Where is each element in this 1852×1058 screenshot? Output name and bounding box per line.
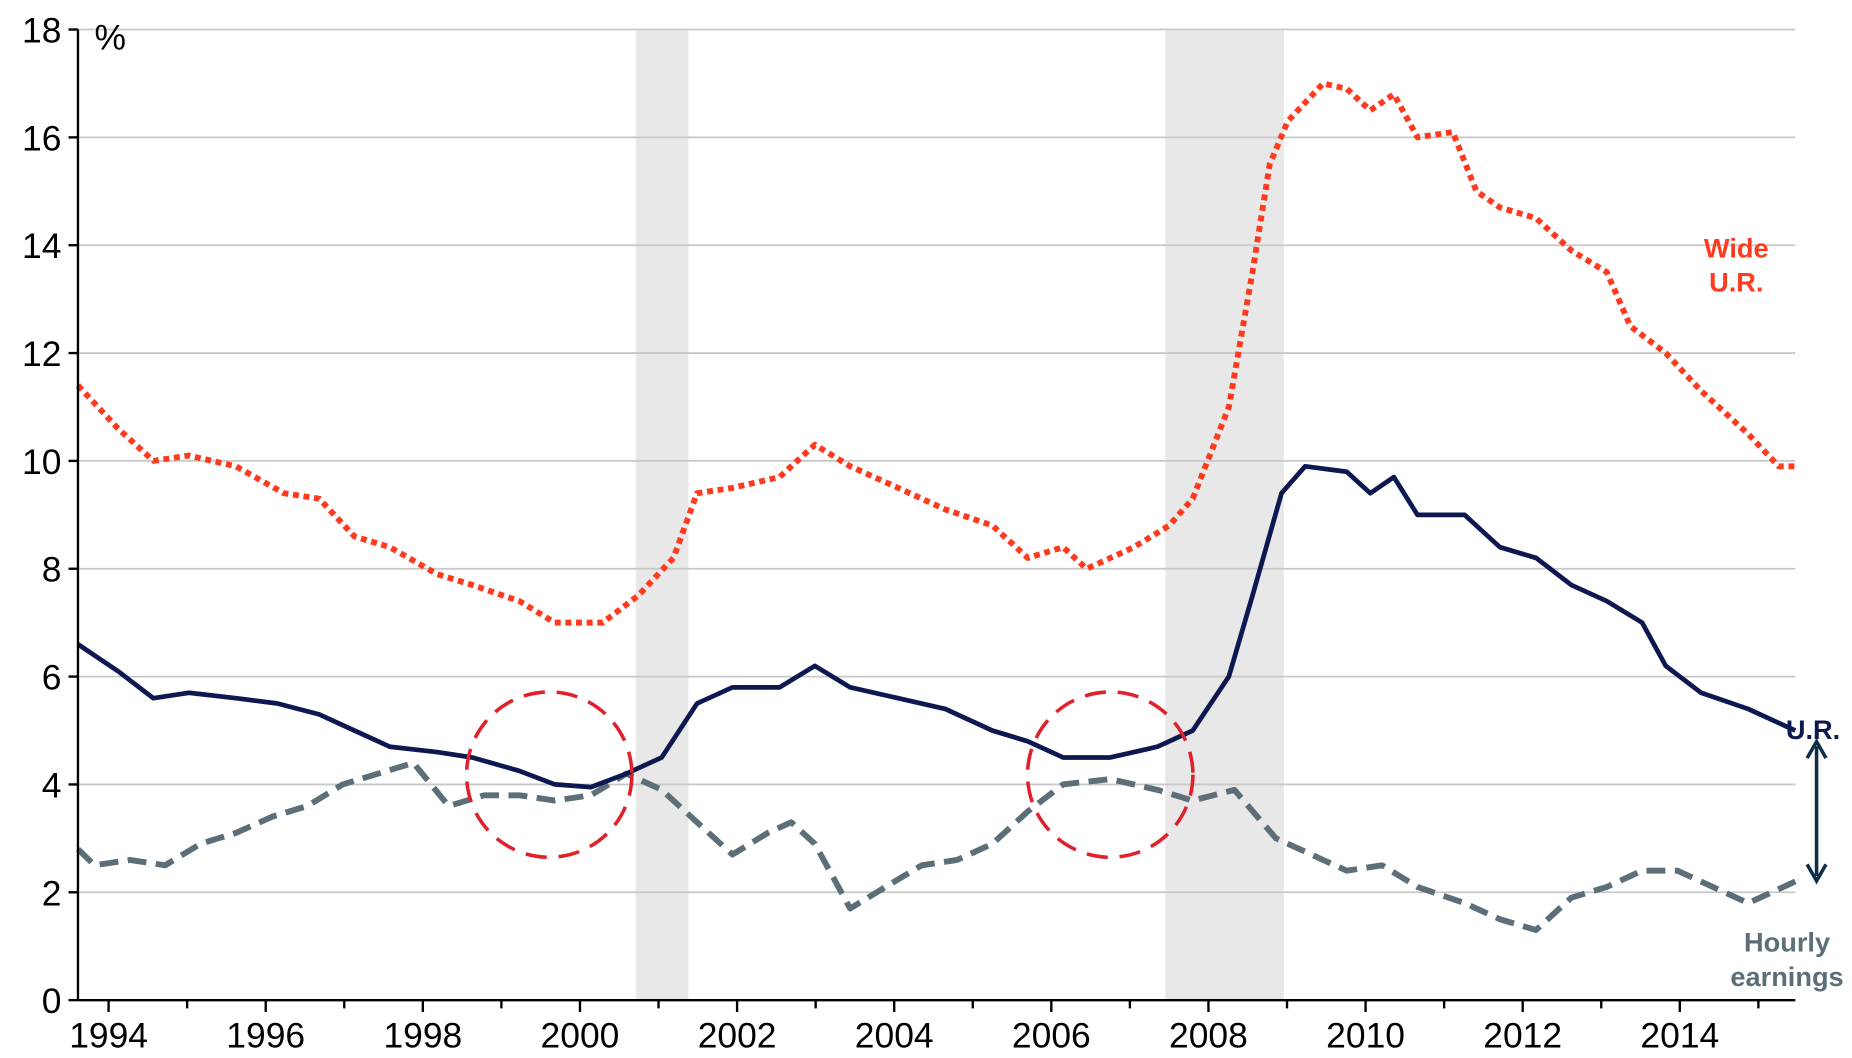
- arrow-head: [1805, 737, 1828, 759]
- gap-arrow: [1805, 737, 1828, 885]
- series-label: Hourly earnings: [1730, 926, 1844, 992]
- y-tick-label: 2: [42, 873, 62, 913]
- x-tick-label: 1998: [383, 1015, 462, 1055]
- recession-bands: [635, 29, 1284, 1001]
- y-tick-label: 8: [42, 550, 62, 590]
- highlight-circle: [1025, 690, 1195, 860]
- x-tick-label: 1996: [226, 1015, 305, 1055]
- x-tick-label: 2014: [1640, 1015, 1719, 1055]
- y-tick-label: 6: [42, 658, 62, 698]
- arrow-head: [1805, 863, 1828, 885]
- x-tick-label: 2000: [541, 1015, 620, 1055]
- x-tick-label: 2004: [855, 1015, 934, 1055]
- recession-band: [635, 29, 689, 1001]
- series-line: [75, 759, 1797, 933]
- y-tick-label: 4: [42, 765, 62, 805]
- series-label: U.R.: [1785, 714, 1841, 746]
- y-tick-label: 12: [22, 334, 61, 374]
- lines: [75, 80, 1797, 933]
- y-tick-label: 14: [22, 226, 61, 266]
- grid: [77, 28, 1796, 894]
- y-tick-label: 0: [42, 981, 62, 1021]
- x-tick-label: 1994: [69, 1015, 148, 1055]
- y-axis-unit: %: [94, 18, 125, 58]
- y-tick-label: 16: [22, 118, 61, 158]
- series-line: [75, 80, 1796, 626]
- axes: 0 2 4 6 8 10 12 14 16 18 1994 1996 1998 2000 2002 2004 2…: [22, 11, 1796, 1055]
- y-tick-label: 18: [22, 11, 61, 51]
- x-tick-label: 2006: [1012, 1015, 1091, 1055]
- series-line: [76, 463, 1797, 790]
- x-tick-label: 2008: [1169, 1015, 1248, 1055]
- x-tick-label: 2002: [698, 1015, 777, 1055]
- x-tick-label: 2010: [1326, 1015, 1405, 1055]
- series-label: Wide U.R.: [1703, 232, 1769, 298]
- recession-band: [1165, 29, 1284, 1001]
- x-tick-label: 2012: [1483, 1015, 1562, 1055]
- y-tick-label: 10: [22, 442, 61, 482]
- highlight-circle: [464, 690, 634, 860]
